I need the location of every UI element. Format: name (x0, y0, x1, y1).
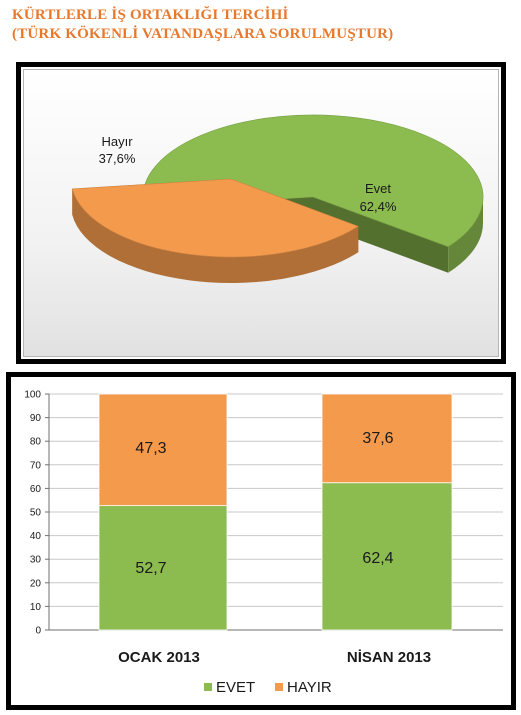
y-tick-label: 0 (35, 626, 41, 637)
bar-label-evet-ocak: 52,7 (135, 560, 166, 577)
pie-label-hayir-name: Hayır (101, 134, 133, 149)
title-line-1: KÜRTLERLE İŞ ORTAKLIĞI TERCİHİ (12, 7, 289, 23)
category-label-nisan: NİSAN 2013 (347, 649, 431, 666)
y-tick-label: 100 (24, 390, 41, 401)
legend-swatch-hayir (275, 683, 283, 691)
y-tick-label: 90 (30, 413, 42, 424)
legend-label-hayir: HAYIR (287, 679, 332, 696)
legend-swatch-evet (204, 683, 212, 691)
pie-chart: Hayır 37,6% Evet 62,4% (71, 114, 484, 283)
bar-label-hayir-nisan: 37,6 (362, 430, 393, 447)
y-tick-label: 10 (30, 602, 42, 613)
pie-slice-evet-wall (313, 197, 449, 273)
bar-evet-1 (321, 482, 453, 631)
y-tick-label: 80 (30, 437, 42, 448)
legend-label-evet: EVET (216, 679, 255, 696)
pie-slice-hayir (71, 178, 359, 258)
category-label-ocak: OCAK 2013 (118, 649, 200, 666)
chart-title: KÜRTLERLE İŞ ORTAKLIĞI TERCİHİ (TÜRK KÖK… (12, 6, 393, 44)
pie-label-evet-name: Evet (365, 181, 391, 196)
bar-hayir-0 (98, 393, 228, 507)
y-tick-label: 20 (30, 578, 42, 589)
bar-evet-0 (98, 505, 228, 631)
bar-label-hayir-ocak: 47,3 (135, 440, 166, 457)
y-tick-label: 30 (30, 555, 42, 566)
y-tick-label: 40 (30, 531, 42, 542)
pie-label-evet-value: 62,4% (360, 199, 397, 214)
stacked-bar-chart: 0 10 20 30 40 50 60 70 80 90 100 47,3 52,7 37,6 62… (24, 390, 503, 696)
pie-slice-hayir-side (72, 188, 359, 283)
pie-slice-evet-side (448, 197, 483, 273)
pie-slice-evet (142, 114, 484, 248)
bar-hayir-1 (321, 393, 453, 484)
pie-label-hayir-value: 37,6% (99, 151, 136, 166)
bar-chart-panel: 0 10 20 30 40 50 60 70 80 90 100 47,3 52,7 37,6 62… (6, 372, 516, 710)
pie-chart-panel: Hayır 37,6% Evet 62,4% (16, 62, 506, 364)
bar-label-evet-nisan: 62,4 (362, 550, 393, 567)
y-tick-label: 70 (30, 460, 42, 471)
y-tick-label: 50 (30, 508, 42, 519)
title-line-2: (TÜRK KÖKENLİ VATANDAŞLARA SORULMUŞTUR) (12, 26, 394, 42)
y-tick-label: 60 (30, 484, 42, 495)
